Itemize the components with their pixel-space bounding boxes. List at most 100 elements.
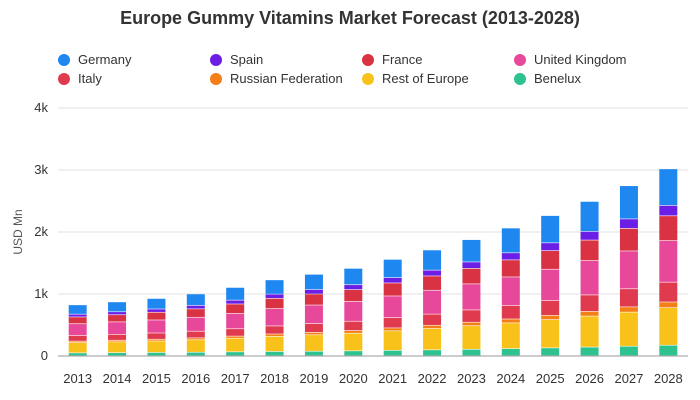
legend-label-spain: Spain xyxy=(230,52,264,67)
legend-item-rest-of-europe[interactable]: Rest of Europe xyxy=(362,71,469,86)
bar-segment-italy xyxy=(659,282,678,302)
bar-segment-benelux xyxy=(344,351,363,356)
legend-label-rest-of-europe: Rest of Europe xyxy=(382,71,469,86)
legend-label-benelux: Benelux xyxy=(534,71,581,86)
x-tick-label: 2015 xyxy=(142,371,171,386)
bar-segment-rest-of-europe xyxy=(147,341,166,353)
y-tick-label: 1k xyxy=(34,286,48,301)
bar-segment-france xyxy=(501,260,520,277)
legend-swatch-france xyxy=(362,53,374,66)
bar-segment-benelux xyxy=(501,348,520,356)
bar-segment-spain xyxy=(108,312,127,315)
bar-segment-france xyxy=(462,268,481,284)
bar-segment-germany xyxy=(501,228,520,253)
bar-segment-russian-federation xyxy=(383,328,402,331)
bar-segment-germany xyxy=(226,287,245,300)
bar-segment-united-kingdom xyxy=(541,269,560,301)
bar-segment-rest-of-europe xyxy=(383,331,402,351)
legend-item-france[interactable]: France xyxy=(362,52,422,67)
bar-segment-united-kingdom xyxy=(423,290,442,314)
bar-segment-rest-of-europe xyxy=(501,323,520,349)
bar-segment-russian-federation xyxy=(580,311,599,316)
bar-segment-spain xyxy=(619,219,638,229)
bar-segment-germany xyxy=(423,250,442,270)
bar-segment-germany xyxy=(659,169,678,206)
bar-segment-benelux xyxy=(304,351,323,356)
bar-segment-italy xyxy=(501,305,520,319)
bar-segment-rest-of-europe xyxy=(304,335,323,351)
bar-segment-united-kingdom xyxy=(344,301,363,321)
x-tick-label: 2017 xyxy=(221,371,250,386)
x-tick-label: 2027 xyxy=(614,371,643,386)
bar-segment-france xyxy=(226,304,245,313)
bar-segment-russian-federation xyxy=(619,307,638,312)
bar-segment-benelux xyxy=(462,349,481,356)
legend-swatch-russian-federation xyxy=(210,72,222,85)
bar-segment-russian-federation xyxy=(108,340,127,342)
bar-segment-france xyxy=(619,228,638,251)
bar-segment-russian-federation xyxy=(462,322,481,326)
bar-segment-united-kingdom xyxy=(186,317,205,331)
bar-segment-germany xyxy=(108,302,127,312)
bar-segment-benelux xyxy=(580,347,599,356)
bar-segment-russian-federation xyxy=(68,341,87,343)
x-tick-label: 2024 xyxy=(496,371,525,386)
legend-swatch-rest-of-europe xyxy=(362,72,374,85)
bar-segment-benelux xyxy=(619,346,638,356)
legend-swatch-germany xyxy=(58,53,70,66)
legend-item-russian-federation[interactable]: Russian Federation xyxy=(210,71,343,86)
legend-label-italy: Italy xyxy=(78,71,102,86)
bar-segment-spain xyxy=(68,314,87,317)
bar-segment-russian-federation xyxy=(659,302,678,308)
bar-segment-benelux xyxy=(265,351,284,356)
bar-segment-russian-federation xyxy=(501,319,520,323)
legend-label-russian-federation: Russian Federation xyxy=(230,71,343,86)
bar-segment-spain xyxy=(659,205,678,216)
bar-segment-italy xyxy=(580,295,599,312)
bar-segment-russian-federation xyxy=(265,334,284,336)
bar-segment-rest-of-europe xyxy=(659,308,678,345)
x-tick-label: 2021 xyxy=(378,371,407,386)
bar-segment-italy xyxy=(383,317,402,328)
bar-segment-france xyxy=(580,240,599,261)
bar-segment-germany xyxy=(541,215,560,243)
legend-item-united-kingdom[interactable]: United Kingdom xyxy=(514,52,627,67)
bar-segment-united-kingdom xyxy=(580,260,599,295)
bar-segment-united-kingdom xyxy=(147,320,166,333)
bar-segment-spain xyxy=(501,253,520,260)
bar-segment-russian-federation xyxy=(344,330,363,333)
bar-segment-rest-of-europe xyxy=(265,336,284,352)
bar-segment-italy xyxy=(304,323,323,333)
chart-title: Europe Gummy Vitamins Market Forecast (2… xyxy=(120,8,580,28)
bar-segment-spain xyxy=(304,289,323,294)
legend-item-benelux[interactable]: Benelux xyxy=(514,71,581,86)
legend-item-germany[interactable]: Germany xyxy=(58,52,131,67)
bar-segment-united-kingdom xyxy=(462,284,481,310)
bar-segment-germany xyxy=(580,201,599,232)
bar-segment-russian-federation xyxy=(304,332,323,335)
bar-segment-france xyxy=(304,294,323,305)
bar-segment-italy xyxy=(462,310,481,322)
legend-item-spain[interactable]: Spain xyxy=(210,52,263,67)
x-tick-label: 2013 xyxy=(63,371,92,386)
legend-swatch-spain xyxy=(210,53,222,66)
legend-item-italy[interactable]: Italy xyxy=(58,71,102,86)
bar-segment-france xyxy=(265,298,284,309)
x-tick-label: 2023 xyxy=(457,371,486,386)
bar-segment-italy xyxy=(619,289,638,307)
bar-segment-germany xyxy=(383,259,402,278)
bar-segment-united-kingdom xyxy=(265,308,284,326)
bar-segment-italy xyxy=(344,321,363,331)
bar-segment-benelux xyxy=(423,350,442,356)
bar-segment-rest-of-europe xyxy=(462,326,481,350)
bar-segment-russian-federation xyxy=(147,339,166,341)
bar-segment-germany xyxy=(462,239,481,262)
bar-segment-spain xyxy=(541,243,560,251)
legend-swatch-italy xyxy=(58,72,70,85)
x-tick-label: 2026 xyxy=(575,371,604,386)
bar-segment-russian-federation xyxy=(186,338,205,340)
bar-segment-united-kingdom xyxy=(68,324,87,336)
bar-segment-spain xyxy=(383,277,402,283)
bar-segment-germany xyxy=(68,305,87,314)
